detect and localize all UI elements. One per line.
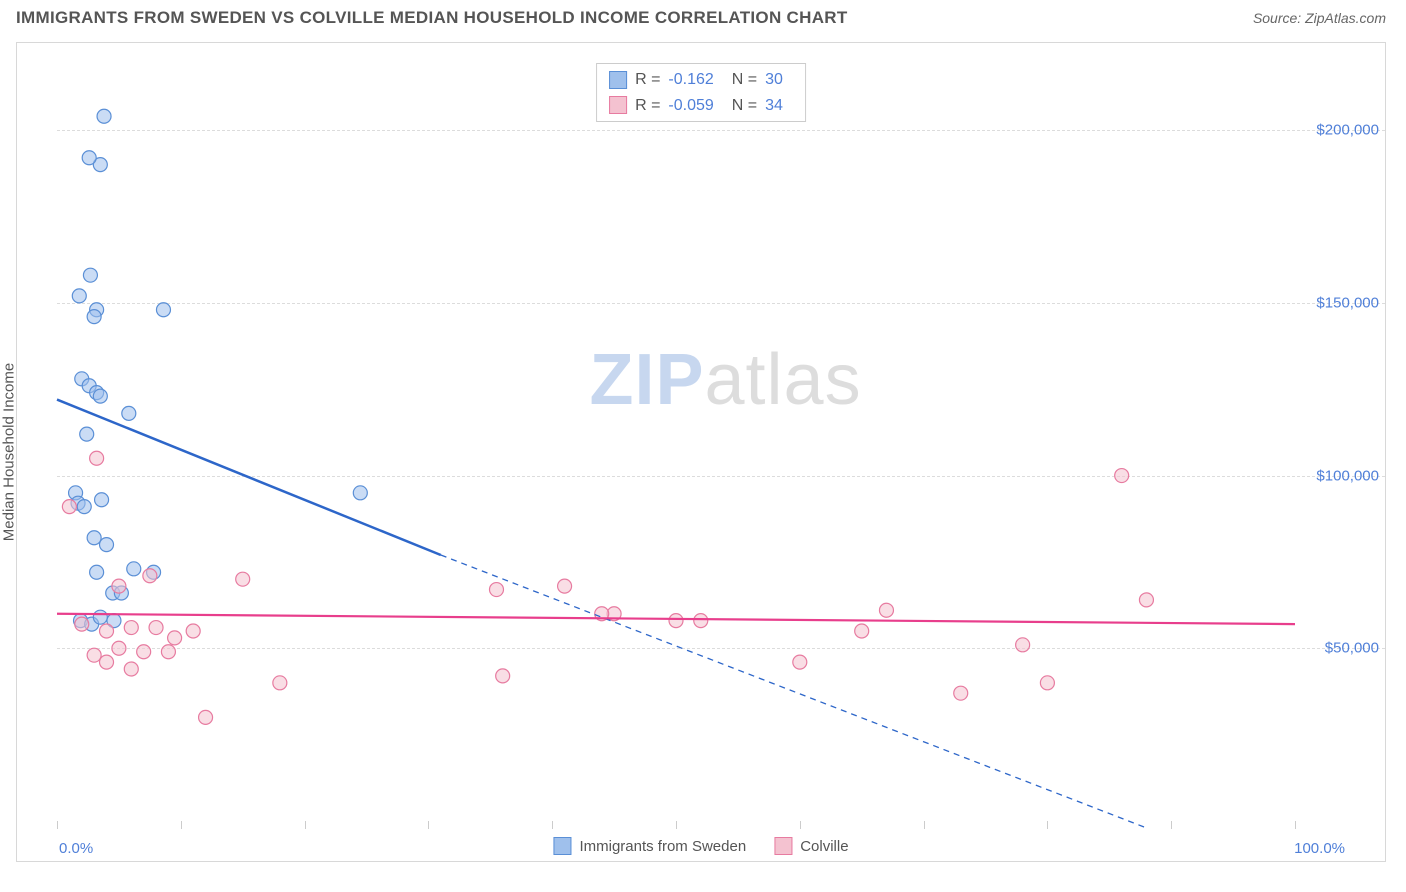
scatter-point-sweden [90,565,104,579]
scatter-point-colville [100,655,114,669]
swatch-sweden-bottom [553,837,571,855]
trendline-dashed-sweden [441,555,1147,828]
scatter-point-sweden [83,268,97,282]
scatter-point-sweden [100,538,114,552]
r-label: R = [635,93,660,119]
legend-label-colville: Colville [800,838,848,855]
scatter-point-colville [496,669,510,683]
x-tick [1171,821,1172,829]
scatter-point-colville [112,641,126,655]
scatter-point-colville [137,645,151,659]
x-tick [1295,821,1296,829]
scatter-point-colville [100,624,114,638]
chart-container: Median Household Income R = -0.162 N = 3… [16,42,1386,862]
scatter-point-colville [558,579,572,593]
scatter-point-colville [1139,593,1153,607]
swatch-colville [609,96,627,114]
scatter-point-colville [199,710,213,724]
scatter-point-sweden [156,303,170,317]
x-tick [181,821,182,829]
x-tick [428,821,429,829]
scatter-point-colville [489,583,503,597]
legend-item-sweden: Immigrants from Sweden [553,837,746,855]
x-tick [552,821,553,829]
x-tick [676,821,677,829]
y-tick-label: $150,000 [1316,294,1379,311]
swatch-colville-bottom [774,837,792,855]
scatter-point-colville [879,603,893,617]
legend-item-colville: Colville [774,837,848,855]
x-tick [800,821,801,829]
scatter-point-sweden [97,109,111,123]
scatter-point-sweden [127,562,141,576]
scatter-point-colville [793,655,807,669]
x-tick [57,821,58,829]
n-label: N = [732,67,757,93]
n-value-sweden: 30 [765,67,783,93]
y-tick-label: $50,000 [1325,640,1379,657]
scatter-point-colville [236,572,250,586]
scatter-point-colville [168,631,182,645]
scatter-point-colville [124,662,138,676]
plot-svg [57,61,1295,821]
legend-correlation-box: R = -0.162 N = 30 R = -0.059 N = 34 [596,63,806,122]
scatter-point-colville [855,624,869,638]
r-value-sweden: -0.162 [668,67,713,93]
scatter-point-sweden [353,486,367,500]
scatter-point-colville [87,648,101,662]
scatter-point-sweden [93,389,107,403]
chart-source: Source: ZipAtlas.com [1253,10,1386,26]
legend-bottom: Immigrants from Sweden Colville [553,837,848,855]
x-tick [924,821,925,829]
swatch-sweden [609,71,627,89]
y-tick-label: $200,000 [1316,122,1379,139]
trendline-sweden [57,400,441,555]
r-value-colville: -0.059 [668,93,713,119]
scatter-point-sweden [82,151,96,165]
x-tick [1047,821,1048,829]
scatter-point-sweden [77,500,91,514]
scatter-point-sweden [93,610,107,624]
scatter-point-colville [954,686,968,700]
scatter-point-colville [112,579,126,593]
scatter-point-colville [90,451,104,465]
scatter-point-colville [161,645,175,659]
scatter-point-colville [149,621,163,635]
scatter-point-sweden [87,531,101,545]
x-tick [305,821,306,829]
y-axis-label: Median Household Income [1,363,18,541]
scatter-point-colville [1115,469,1129,483]
legend-row-sweden: R = -0.162 N = 30 [609,67,793,93]
scatter-point-colville [273,676,287,690]
scatter-point-colville [62,500,76,514]
scatter-point-sweden [122,406,136,420]
plot-area: ZIPatlas $50,000$100,000$150,000$200,000 [57,61,1295,821]
x-axis-min-label: 0.0% [59,840,93,857]
y-tick-label: $100,000 [1316,467,1379,484]
r-label: R = [635,67,660,93]
scatter-point-colville [694,614,708,628]
n-label: N = [732,93,757,119]
scatter-point-colville [143,569,157,583]
scatter-point-colville [124,621,138,635]
chart-title: IMMIGRANTS FROM SWEDEN VS COLVILLE MEDIA… [16,8,848,28]
legend-label-sweden: Immigrants from Sweden [579,838,746,855]
scatter-point-sweden [80,427,94,441]
scatter-point-colville [669,614,683,628]
scatter-point-colville [75,617,89,631]
scatter-point-colville [1040,676,1054,690]
legend-row-colville: R = -0.059 N = 34 [609,93,793,119]
scatter-point-sweden [95,493,109,507]
n-value-colville: 34 [765,93,783,119]
x-axis-max-label: 100.0% [1294,840,1345,857]
scatter-point-sweden [87,310,101,324]
scatter-point-colville [1016,638,1030,652]
scatter-point-colville [186,624,200,638]
scatter-point-sweden [72,289,86,303]
